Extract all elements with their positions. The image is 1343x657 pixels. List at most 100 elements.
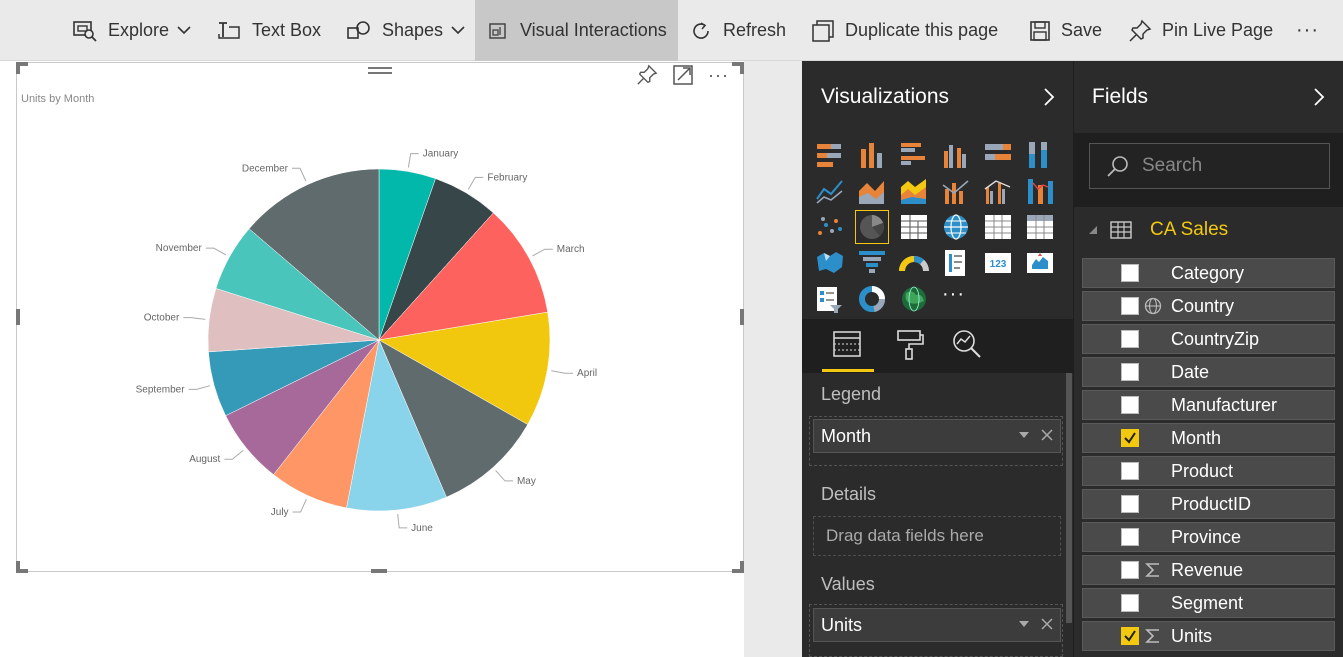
explore-button[interactable]: Explore: [72, 0, 201, 61]
table-visual-icon[interactable]: [982, 211, 1014, 243]
line-chart-icon[interactable]: [814, 175, 846, 207]
legend-field-chip[interactable]: Month: [813, 419, 1061, 453]
field-row-province[interactable]: Province: [1082, 522, 1335, 552]
resize-handle[interactable]: [732, 62, 744, 66]
chevron-down-icon[interactable]: [1018, 620, 1030, 628]
line-column-chart-icon[interactable]: [940, 175, 972, 207]
kpi-icon[interactable]: [1024, 247, 1056, 279]
more-visuals-button[interactable]: ···: [942, 283, 965, 305]
area-chart-icon[interactable]: [856, 175, 888, 207]
more-options-button[interactable]: ···: [1296, 0, 1319, 61]
stacked-column-chart-icon[interactable]: [856, 139, 888, 171]
field-row-product[interactable]: Product: [1082, 456, 1335, 486]
field-row-productid[interactable]: ProductID: [1082, 489, 1335, 519]
values-field-chip[interactable]: Units: [813, 608, 1061, 642]
duplicate-page-button[interactable]: Duplicate this page: [811, 0, 998, 61]
resize-handle[interactable]: [732, 569, 744, 573]
field-checkbox[interactable]: [1121, 396, 1139, 414]
100-stacked-bar-icon[interactable]: [982, 139, 1014, 171]
field-checkbox[interactable]: [1121, 561, 1139, 579]
table-ca-sales[interactable]: CA Sales: [1088, 219, 1228, 241]
pie-slice-may[interactable]: [378, 339, 528, 498]
field-checkbox[interactable]: [1121, 462, 1139, 480]
100-stacked-column-icon[interactable]: [1024, 139, 1056, 171]
field-checkbox[interactable]: [1121, 627, 1139, 645]
chevron-right-icon[interactable]: [1313, 87, 1325, 107]
field-row-countryzip[interactable]: CountryZip: [1082, 324, 1335, 354]
resize-handle[interactable]: [16, 62, 20, 74]
field-checkbox[interactable]: [1121, 429, 1139, 447]
field-checkbox[interactable]: [1121, 264, 1139, 282]
field-checkbox[interactable]: [1121, 495, 1139, 513]
field-row-category[interactable]: Category: [1082, 258, 1335, 288]
field-row-manufacturer[interactable]: Manufacturer: [1082, 390, 1335, 420]
pin-live-page-button[interactable]: Pin Live Page: [1128, 0, 1273, 61]
pie-chart-icon[interactable]: [855, 210, 889, 244]
funnel-chart-icon[interactable]: [856, 247, 888, 279]
line-clustered-column-icon[interactable]: [982, 175, 1014, 207]
focus-mode-icon[interactable]: [672, 64, 694, 86]
resize-handle[interactable]: [371, 569, 387, 573]
shapes-button[interactable]: Shapes: [346, 0, 475, 61]
donut-chart-icon[interactable]: [856, 283, 888, 315]
resize-handle[interactable]: [740, 62, 744, 74]
resize-handle[interactable]: [16, 569, 28, 573]
details-drop-zone[interactable]: Drag data fields here: [813, 516, 1061, 556]
close-icon[interactable]: [1040, 617, 1054, 631]
format-tab-icon[interactable]: [892, 327, 926, 361]
close-icon[interactable]: [1040, 428, 1054, 442]
scatter-chart-icon[interactable]: [814, 211, 846, 243]
visual-interactions-button[interactable]: Visual Interactions: [475, 0, 678, 61]
stacked-area-chart-icon[interactable]: [898, 175, 930, 207]
field-row-units[interactable]: Units: [1082, 621, 1335, 651]
resize-handle[interactable]: [16, 561, 20, 573]
field-checkbox[interactable]: [1121, 297, 1139, 315]
slicer-icon[interactable]: [814, 283, 846, 315]
text-box-button[interactable]: Text Box: [216, 0, 321, 61]
clustered-bar-chart-icon[interactable]: [898, 139, 930, 171]
card-icon[interactable]: 123: [982, 247, 1014, 279]
pie-slice-june[interactable]: [346, 339, 447, 512]
filled-map-icon[interactable]: [814, 247, 846, 279]
matrix-icon[interactable]: [898, 211, 930, 243]
resize-handle[interactable]: [740, 561, 744, 573]
field-row-country[interactable]: Country: [1082, 291, 1335, 321]
field-checkbox[interactable]: [1121, 594, 1139, 612]
fields-search-box[interactable]: [1089, 143, 1330, 189]
chevron-down-icon[interactable]: [1018, 431, 1030, 439]
search-input[interactable]: [1142, 155, 1312, 177]
field-checkbox[interactable]: [1121, 363, 1139, 381]
multi-row-card-icon[interactable]: [940, 247, 972, 279]
field-row-revenue[interactable]: Revenue: [1082, 555, 1335, 585]
viz-pane-scrollbar[interactable]: [1065, 373, 1073, 657]
scrollbar-thumb[interactable]: [1066, 373, 1072, 623]
globe-map-icon[interactable]: [898, 283, 930, 315]
analytics-tab-icon[interactable]: [950, 327, 984, 361]
stacked-bar-chart-icon[interactable]: [814, 139, 846, 171]
pie-slice-december[interactable]: [248, 168, 380, 341]
pie-slice-april[interactable]: [378, 311, 551, 425]
field-row-segment[interactable]: Segment: [1082, 588, 1335, 618]
collapse-triangle-icon[interactable]: [1088, 225, 1098, 235]
fields-tab-icon[interactable]: [830, 327, 864, 361]
pie-chart[interactable]: January February March April May June July Augu…: [16, 62, 744, 572]
chevron-right-icon[interactable]: [1043, 87, 1055, 107]
field-row-date[interactable]: Date: [1082, 357, 1335, 387]
resize-handle[interactable]: [16, 62, 28, 66]
ribbon-chart-icon[interactable]: [1024, 175, 1056, 207]
visual-more-options-icon[interactable]: ···: [708, 64, 729, 85]
field-row-month[interactable]: Month: [1082, 423, 1335, 453]
pie-slice-march[interactable]: [378, 212, 549, 341]
save-button[interactable]: Save: [1029, 0, 1102, 61]
field-checkbox[interactable]: [1121, 330, 1139, 348]
clustered-column-chart-icon[interactable]: [940, 139, 972, 171]
drag-grip-icon[interactable]: [368, 67, 392, 79]
refresh-button[interactable]: Refresh: [691, 0, 786, 61]
resize-handle[interactable]: [16, 309, 20, 325]
map-icon[interactable]: [940, 211, 972, 243]
matrix-visual-icon[interactable]: [1024, 211, 1056, 243]
field-checkbox[interactable]: [1121, 528, 1139, 546]
resize-handle[interactable]: [740, 309, 744, 325]
pin-visual-icon[interactable]: [636, 64, 658, 86]
gauge-icon[interactable]: [898, 247, 930, 279]
